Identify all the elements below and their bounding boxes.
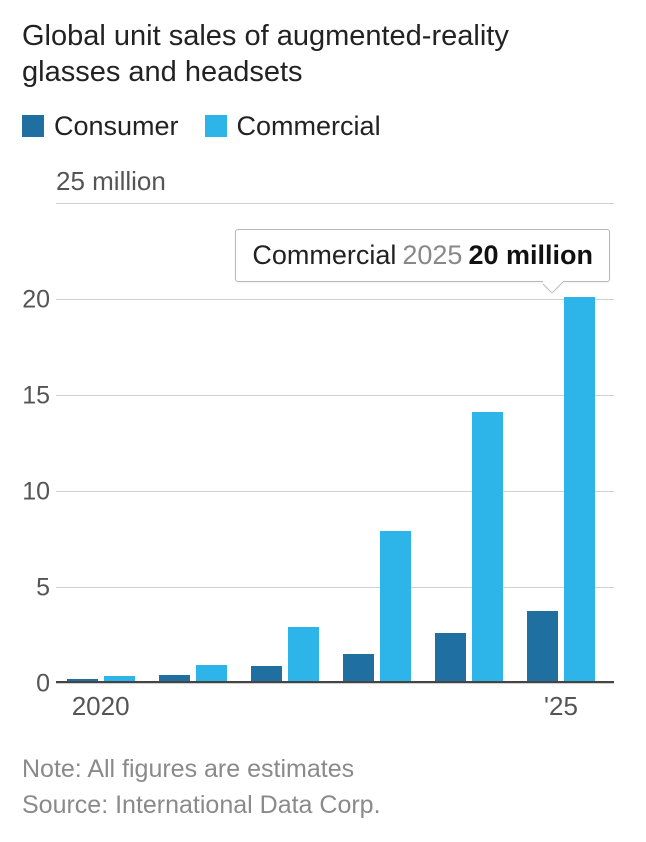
tooltip-series: Commercial	[252, 240, 396, 270]
legend: Consumer Commercial	[22, 111, 624, 142]
bar-group	[435, 412, 503, 681]
bar-consumer[interactable]	[527, 611, 558, 680]
tooltip: Commercial202520 million	[235, 229, 610, 282]
legend-item-consumer: Consumer	[22, 111, 179, 142]
x-tick-label: 2020	[72, 691, 130, 722]
y-tick-label: 0	[10, 669, 50, 698]
bar-group	[527, 297, 595, 681]
bar-commercial[interactable]	[380, 531, 411, 681]
y-tick-label: 20	[10, 285, 50, 314]
chart-container: Global unit sales of augmented-reality g…	[0, 0, 646, 842]
bar-consumer[interactable]	[435, 633, 466, 681]
legend-swatch-consumer	[22, 115, 44, 137]
bar-commercial[interactable]	[196, 665, 227, 680]
bar-consumer[interactable]	[67, 679, 98, 681]
legend-label-consumer: Consumer	[54, 111, 179, 142]
legend-label-commercial: Commercial	[237, 111, 381, 142]
legend-item-commercial: Commercial	[205, 111, 381, 142]
y-tick-label: 10	[10, 477, 50, 506]
footer-source: Source: International Data Corp.	[22, 787, 624, 823]
chart-title: Global unit sales of augmented-reality g…	[22, 18, 582, 91]
bar-group	[159, 665, 227, 680]
plot-area: 05101520Commercial202520 million	[56, 203, 614, 683]
x-axis-labels: 2020 '25	[56, 683, 614, 723]
bar-commercial[interactable]	[472, 412, 503, 681]
footer-note: Note: All figures are estimates	[22, 751, 624, 787]
bar-consumer[interactable]	[159, 675, 190, 680]
y-tick-label: 5	[10, 573, 50, 602]
bar-consumer[interactable]	[343, 654, 374, 681]
bar-group	[67, 676, 135, 681]
bar-group	[251, 627, 319, 681]
y-tick-label: 15	[10, 381, 50, 410]
x-tick-label: '25	[544, 691, 578, 722]
bar-group	[343, 531, 411, 681]
tooltip-value: 20 million	[468, 240, 593, 270]
legend-swatch-commercial	[205, 115, 227, 137]
bar-commercial[interactable]	[564, 297, 595, 681]
bar-commercial[interactable]	[288, 627, 319, 681]
chart-footer: Note: All figures are estimates Source: …	[22, 751, 624, 824]
tooltip-pointer-icon	[543, 281, 563, 293]
y-axis-top-label: 25 million	[56, 166, 624, 197]
bar-consumer[interactable]	[251, 666, 282, 680]
tooltip-year: 2025	[402, 240, 462, 270]
bar-commercial[interactable]	[104, 676, 135, 681]
